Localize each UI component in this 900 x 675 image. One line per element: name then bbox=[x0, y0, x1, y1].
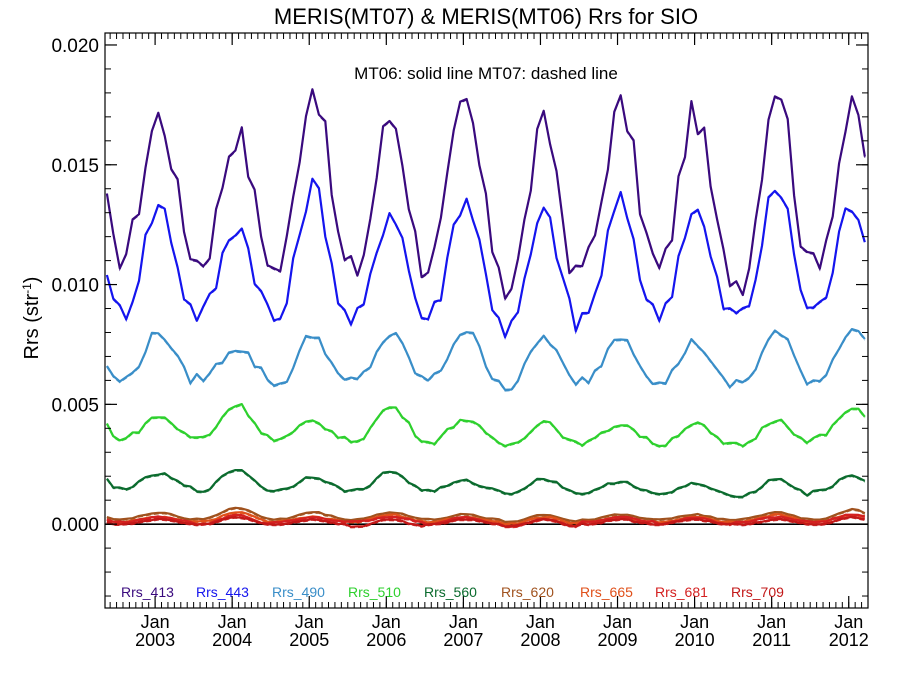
line-style-annotation: MT06: solid line MT07: dashed line bbox=[354, 64, 618, 83]
x-tick-month: Jan bbox=[449, 612, 478, 632]
series-dashed-line-rrs_443 bbox=[106, 178, 866, 340]
legend-entry-rrs_443: Rrs_443 bbox=[196, 584, 249, 600]
legend: Rrs_413 Rrs_443 Rrs_490 Rrs_510 Rrs_560 Rrs_6… bbox=[121, 584, 784, 600]
x-tick-year: 2007 bbox=[443, 630, 483, 650]
legend-entry-rrs_510: Rrs_510 bbox=[348, 584, 401, 600]
x-tick-month: Jan bbox=[218, 612, 247, 632]
series-dashed-line-rrs_560 bbox=[106, 470, 866, 499]
legend-entry-rrs_681: Rrs_681 bbox=[655, 584, 708, 600]
x-tick-month: Jan bbox=[295, 612, 324, 632]
series-dashed-line-rrs_490 bbox=[106, 329, 866, 392]
legend-entry-rrs_413: Rrs_413 bbox=[121, 584, 174, 600]
axes: 0.0000.0050.0100.0150.020Jan2003Jan2004J… bbox=[51, 32, 869, 650]
series-line-rrs_560 bbox=[106, 469, 866, 498]
x-tick-year: 2004 bbox=[212, 630, 252, 650]
series-dashed-line-rrs_620 bbox=[106, 508, 866, 524]
x-tick-year: 2011 bbox=[752, 630, 791, 650]
legend-entry-rrs_665: Rrs_665 bbox=[580, 584, 633, 600]
x-tick-month: Jan bbox=[526, 612, 555, 632]
series-line-rrs_510 bbox=[105, 403, 866, 448]
legend-entry-rrs_620: Rrs_620 bbox=[501, 584, 554, 600]
x-tick-month: Jan bbox=[603, 612, 632, 632]
x-tick-year: 2005 bbox=[289, 630, 329, 650]
y-axis-label: Rrs (str-1) bbox=[20, 277, 43, 360]
series-dashed-line-rrs_709 bbox=[106, 517, 865, 529]
legend-entry-rrs_560: Rrs_560 bbox=[424, 584, 477, 600]
series-line-rrs_709 bbox=[106, 515, 866, 528]
x-tick-month: Jan bbox=[372, 612, 401, 632]
legend-entry-rrs_490: Rrs_490 bbox=[272, 584, 325, 600]
x-tick-month: Jan bbox=[757, 612, 786, 632]
y-tick-label: 0.000 bbox=[51, 515, 99, 536]
x-tick-year: 2006 bbox=[366, 630, 406, 650]
y-tick-label: 0.015 bbox=[51, 156, 99, 177]
y-tick-label: 0.020 bbox=[51, 36, 99, 57]
x-tick-year: 2012 bbox=[829, 630, 869, 650]
x-tick-year: 2009 bbox=[597, 630, 637, 650]
series-line-rrs_620 bbox=[106, 506, 866, 523]
series-dashed-line-rrs_510 bbox=[106, 404, 866, 448]
series-dashed-line-rrs_413 bbox=[106, 90, 866, 302]
x-tick-year: 2008 bbox=[520, 630, 560, 650]
plot-area bbox=[105, 88, 868, 529]
x-tick-year: 2010 bbox=[675, 630, 715, 650]
y-tick-label: 0.010 bbox=[51, 276, 99, 297]
x-tick-month: Jan bbox=[680, 612, 709, 632]
plot-frame bbox=[104, 32, 869, 609]
series-line-rrs_490 bbox=[105, 328, 866, 391]
chart-title: MERIS(MT07) & MERIS(MT06) Rrs for SIO bbox=[274, 4, 698, 29]
legend-entry-rrs_709: Rrs_709 bbox=[731, 584, 784, 600]
y-tick-label: 0.005 bbox=[51, 395, 99, 416]
x-tick-month: Jan bbox=[834, 612, 863, 632]
x-tick-year: 2003 bbox=[135, 630, 175, 650]
x-tick-month: Jan bbox=[141, 612, 170, 632]
